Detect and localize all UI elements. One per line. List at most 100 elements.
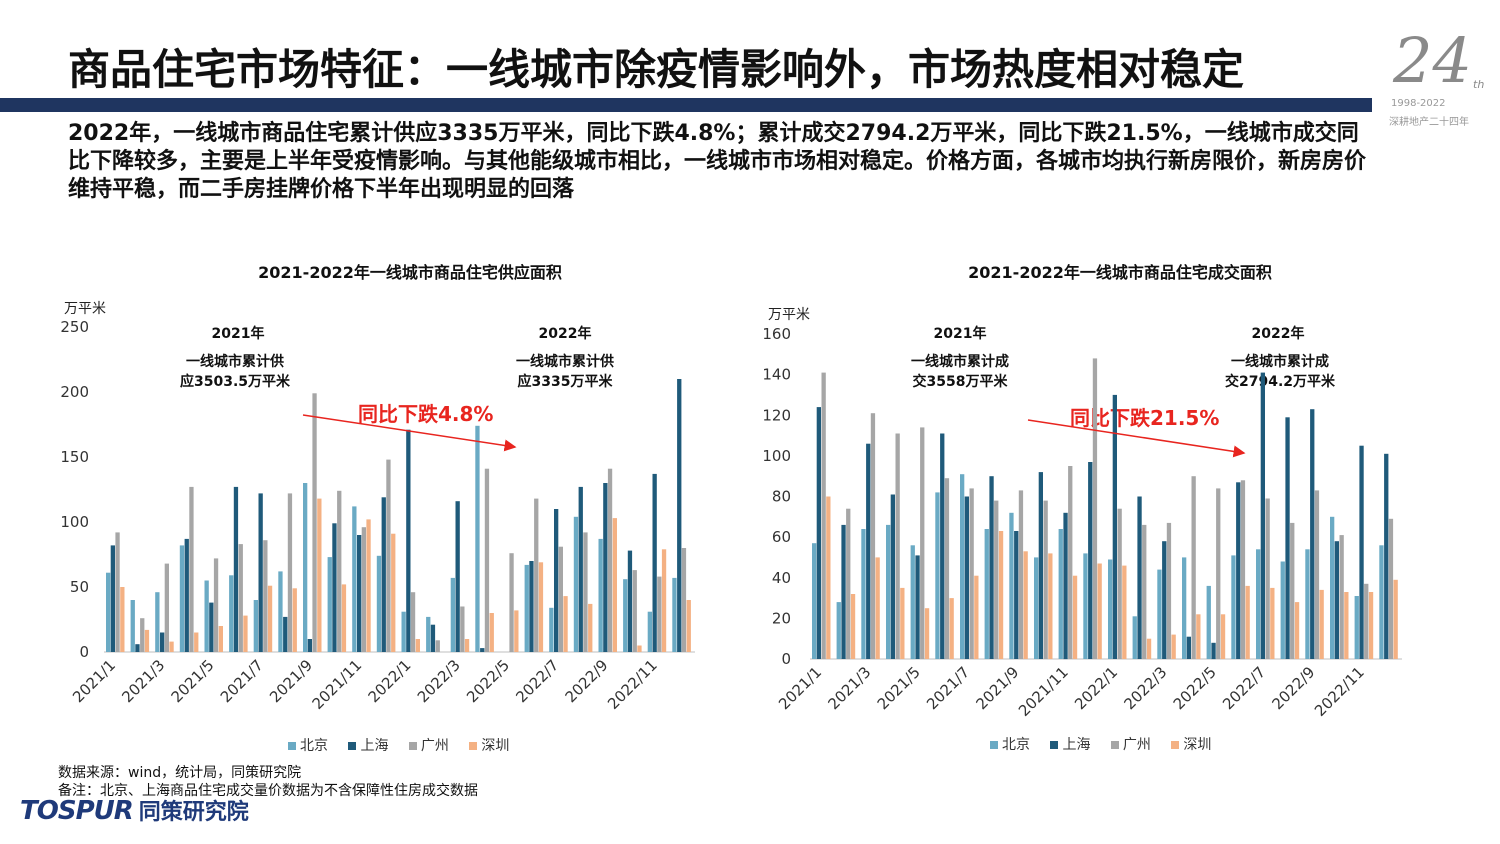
chart1-bar-shanghai	[554, 509, 559, 652]
legend-label-shanghai: 上海	[1062, 737, 1091, 753]
chart1-bar-beijing	[130, 600, 135, 652]
chart1-xtick-label: 2021/1	[69, 656, 119, 706]
chart2-bar-guangzhou	[1092, 358, 1098, 659]
chart2-bar-guangzhou	[1314, 490, 1320, 659]
chart2-bar-beijing	[1132, 616, 1137, 659]
chart2-bar-shanghai	[1038, 472, 1043, 659]
chart1-bar-guangzhou	[607, 468, 613, 652]
chart1-bar-beijing	[401, 611, 406, 652]
chart1-note-2021-line2: 应3503.5万平米	[179, 374, 291, 390]
chart2-bar-guangzhou	[846, 508, 851, 659]
chart2-bar-beijing	[1083, 553, 1088, 659]
legend-swatch-shenzhen	[469, 742, 478, 750]
chart2-bar-shenzhen	[900, 587, 905, 659]
chart1-bar-beijing	[155, 592, 160, 652]
chart2-bar-beijing	[1231, 555, 1236, 659]
chart1-bar-shanghai	[307, 639, 312, 652]
chart1-bar-beijing	[179, 545, 185, 652]
chart2-bar-beijing	[1256, 549, 1261, 659]
chart2-title: 2021-2022年一线城市商品住宅成交面积	[968, 263, 1272, 282]
chart2-bar-guangzhou	[969, 488, 974, 659]
chart2-bar-shenzhen	[1023, 551, 1028, 659]
chart1-bar-shanghai	[529, 561, 534, 652]
chart2-bar-guangzhou	[1240, 480, 1246, 660]
chart2-bar-beijing	[1379, 545, 1384, 660]
chart1-bar-beijing	[352, 506, 357, 652]
chart1-bar-guangzhou	[189, 486, 194, 652]
chart2-bar-shanghai	[1063, 512, 1068, 660]
chart2-bar-shenzhen	[1368, 592, 1374, 659]
chart1-bar-shenzhen	[120, 587, 125, 652]
chart2-xtick-label: 2021/9	[972, 663, 1022, 713]
chart1-bar-guangzhou	[460, 606, 465, 652]
chart2-bar-shanghai	[866, 443, 871, 659]
chart2-xtick-label: 2021/11	[1015, 663, 1072, 720]
chart1-bar-beijing	[229, 575, 234, 652]
legend-item-guangzhou: 广州	[1110, 734, 1151, 754]
chart1-bar-guangzhou	[534, 498, 539, 652]
chart2-bar-shanghai	[1088, 462, 1093, 659]
chart2-ytick-label: 20	[772, 609, 791, 627]
chart2-bar-guangzhou	[920, 427, 925, 659]
chart2-note-2022-line2: 交2794.2万平米	[1224, 374, 1336, 390]
chart2-bar-beijing	[1157, 569, 1162, 659]
chart1-ytick-label: 200	[60, 383, 89, 401]
chart1-bar-shenzhen	[366, 519, 371, 652]
chart2-bar-shanghai	[1285, 417, 1290, 659]
chart1-note-2022-year: 2022年	[538, 326, 592, 342]
brand-en: TOSPUR	[20, 796, 134, 826]
chart2-legend: 北京 上海 广州 深圳	[990, 734, 1227, 754]
chart2-bar-beijing	[1108, 559, 1113, 659]
chart1-bar-guangzhou	[115, 532, 120, 652]
chart2-bar-shanghai	[1359, 445, 1364, 659]
chart1-trend-arrow	[302, 414, 517, 452]
chart2-xtick-label: 2021/3	[824, 663, 874, 713]
chart1-bar-beijing	[549, 607, 554, 652]
legend-swatch-guangzhou	[408, 742, 417, 750]
chart2-bar-shenzhen	[1146, 638, 1152, 659]
legend-swatch-shanghai	[1050, 741, 1059, 749]
chart1-bar-shanghai	[480, 648, 485, 652]
chart2-ytick-label: 160	[762, 325, 791, 343]
chart2-bar-beijing	[1182, 557, 1187, 659]
chart1-ytick-label: 50	[70, 578, 89, 596]
chart2-bar-shenzhen	[1245, 585, 1250, 659]
chart1-note-2022-line2: 应3335万平米	[517, 374, 613, 390]
chart2-bar-shanghai	[1334, 541, 1339, 659]
chart2-bar-beijing	[1058, 529, 1063, 659]
chart1-bar-shenzhen	[341, 584, 347, 652]
chart2-xtick-label: 2022/1	[1071, 663, 1121, 713]
chart2-bar-shanghai	[964, 496, 969, 659]
chart2-bar-shenzhen	[1319, 589, 1324, 659]
chart2-xtick-label: 2022/7	[1219, 663, 1269, 713]
chart1-bar-shenzhen	[612, 518, 617, 652]
chart1-bar-beijing	[647, 611, 652, 652]
chart2-bar-shanghai	[1384, 453, 1389, 659]
chart2-bar-shanghai	[1236, 482, 1241, 659]
chart1-bar-shanghai	[233, 486, 239, 652]
chart2-bar-shenzhen	[1097, 563, 1102, 659]
chart1-bar-guangzhou	[263, 540, 268, 652]
chart2-note-2021-line1: 一线城市累计成	[911, 354, 1009, 370]
chart1-xtick-label: 2021/3	[118, 656, 168, 706]
chart1-bar-shanghai	[283, 616, 288, 652]
chart1-bar-shenzhen	[415, 639, 420, 652]
chart1-bar-shenzhen	[514, 610, 519, 652]
chart1-bar-beijing	[327, 557, 332, 652]
chart1-bar-beijing	[475, 425, 480, 652]
chart2-bar-shanghai	[989, 476, 994, 659]
chart1-bar-shenzhen	[292, 588, 297, 652]
chart1-bar-beijing	[426, 616, 431, 652]
chart1-bar-shanghai	[652, 473, 657, 652]
chart2-bar-shenzhen	[1393, 579, 1398, 659]
chart1-bar-guangzhou	[435, 640, 440, 652]
chart2-bar-shanghai	[890, 494, 895, 659]
legend-item-guangzhou: 广州	[408, 735, 449, 755]
chart1-title: 2021-2022年一线城市商品住宅供应面积	[258, 263, 562, 282]
chart2-xtick-label: 2021/5	[874, 663, 924, 713]
chart1-xtick-label: 2022/9	[562, 656, 612, 706]
chart2-bar-guangzhou	[895, 433, 900, 659]
chart2-bar-beijing	[886, 524, 891, 659]
legend-label-beijing: 北京	[1002, 737, 1030, 753]
